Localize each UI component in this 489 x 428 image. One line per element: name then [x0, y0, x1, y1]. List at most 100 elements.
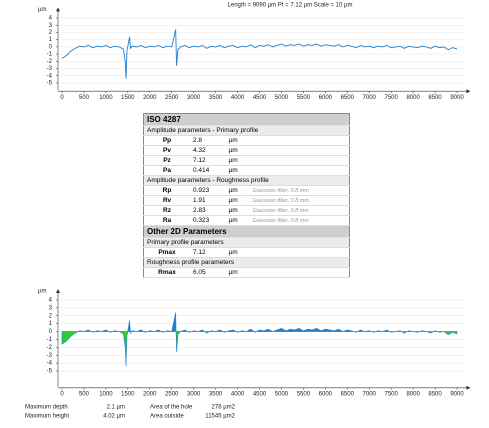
table-row: Other 2D Parameters [143, 225, 350, 238]
x-tick-label: 7000 [363, 391, 377, 397]
table-row: Amplitude parameters - Roughness profile [143, 175, 350, 186]
table-row: Pz 7.12 µm [143, 155, 350, 166]
x-tick-label: 4000 [231, 391, 245, 397]
table-cell: Pa [143, 165, 190, 176]
stat-text: Maximum height [25, 414, 69, 420]
table-row: Primary profile parameters [143, 237, 350, 248]
y-axis-arrow [56, 7, 60, 12]
x-tick-label: 4500 [253, 95, 267, 101]
profile-line [61, 29, 458, 79]
table-cell: µm [225, 267, 250, 278]
y-tick-label: 2 [49, 30, 53, 36]
table-cell: Gaussian filter, 0.8 mm [249, 195, 350, 206]
y-axis-label: µm [38, 7, 46, 13]
table-cell: µm [225, 185, 250, 196]
table-cell: 7.12 [190, 155, 226, 166]
y-tick-label: 0 [49, 329, 53, 335]
y-tick-label: -3 [47, 66, 53, 72]
x-tick-label: 1500 [121, 391, 135, 397]
table-row: Amplitude parameters - Primary profile [143, 125, 350, 136]
x-axis-arrow [466, 89, 471, 94]
y-tick-label: -5 [47, 369, 53, 375]
table-cell: Rmax [143, 267, 190, 278]
table-cell: 0.923 [190, 185, 226, 196]
x-tick-label: 9000 [450, 95, 464, 101]
stat-text: 11545 µm2 [205, 414, 235, 420]
table-cell: µm [225, 135, 250, 146]
y-tick-label: -4 [47, 361, 53, 367]
table-cell: 6.05 [190, 267, 226, 278]
table-cell: Pp [143, 135, 190, 146]
table-cell: µm [225, 247, 250, 258]
x-tick-label: 8500 [428, 95, 442, 101]
x-tick-label: 5500 [297, 95, 311, 101]
x-axis-arrow [466, 385, 471, 390]
table-cell [249, 135, 350, 146]
x-tick-label: 1000 [99, 95, 113, 101]
x-tick-label: 4500 [253, 391, 267, 397]
stat-text: Area outside [150, 414, 184, 420]
table-cell: 0.414 [190, 165, 226, 176]
table-cell [249, 145, 350, 156]
table-row: Pv 4.32 µm [143, 145, 350, 156]
chart-title: Length = 9090 µm Pt = 7.12 µm Scale = 10… [228, 3, 353, 9]
table-row: Pp 2.8 µm [143, 135, 350, 146]
stat-text: 4.02 µm [103, 414, 125, 420]
x-tick-label: 7500 [384, 95, 398, 101]
x-tick-label: 6500 [341, 95, 355, 101]
y-tick-label: -1 [47, 52, 53, 58]
stat-text: 278 µm2 [212, 405, 236, 411]
table-cell: Rv [143, 195, 190, 206]
table-cell: 0.323 [190, 215, 226, 226]
y-tick-label: -3 [47, 353, 53, 359]
x-tick-label: 5000 [275, 95, 289, 101]
table-cell: Roughness profile parameters [143, 257, 350, 268]
x-tick-label: 1500 [121, 95, 135, 101]
parameters-table: ISO 4287 Amplitude parameters - Primary … [143, 113, 350, 278]
y-tick-label: 1 [49, 321, 53, 327]
table-cell: Amplitude parameters - Roughness profile [143, 175, 350, 186]
y-axis-label: µm [38, 289, 46, 295]
x-tick-label: 2500 [165, 95, 179, 101]
table-cell [249, 267, 350, 278]
x-tick-label: 8000 [406, 391, 420, 397]
x-tick-label: 3500 [209, 391, 223, 397]
x-tick-label: 2500 [165, 391, 179, 397]
table-cell: Primary profile parameters [143, 237, 350, 248]
table-cell: µm [225, 215, 250, 226]
stat-text: Area of the hole [150, 405, 193, 411]
table-cell: Gaussian filter, 0.8 mm [249, 205, 350, 216]
table-cell: Pz [143, 155, 190, 166]
x-tick-label: 0 [60, 95, 64, 101]
stat-text: 2.1 µm [107, 405, 125, 411]
table-cell: Rp [143, 185, 190, 196]
table-cell: 4.32 [190, 145, 226, 156]
table-title: ISO 4287 [143, 113, 350, 126]
x-tick-label: 0 [60, 391, 64, 397]
table-row: Rmax 6.05 µm [143, 267, 350, 278]
stat-text: Maximum depth [25, 405, 68, 411]
table-cell: µm [225, 195, 250, 206]
table-cell: Other 2D Parameters [143, 225, 350, 238]
table-row: Roughness profile parameters [143, 257, 350, 268]
y-tick-label: -5 [47, 81, 53, 87]
table-cell: 2.8 [190, 135, 226, 146]
table-cell: µm [225, 155, 250, 166]
table-row: Ra 0.323 µm Gaussian filter, 0.8 mm [143, 215, 350, 226]
x-tick-label: 2000 [143, 95, 157, 101]
table-cell: µm [225, 205, 250, 216]
table-row: Pa 0.414 µm [143, 165, 350, 176]
x-tick-label: 500 [79, 95, 90, 101]
table-cell [249, 165, 350, 176]
table-cell: 1.91 [190, 195, 226, 206]
x-tick-label: 2000 [143, 391, 157, 397]
table-cell: Gaussian filter, 0.8 mm [249, 185, 350, 196]
y-tick-label: -1 [47, 337, 53, 343]
table-row: Rp 0.923 µm Gaussian filter, 0.8 mm [143, 185, 350, 196]
x-tick-label: 8000 [406, 95, 420, 101]
y-tick-label: 0 [49, 44, 53, 50]
table-row: Rz 2.83 µm Gaussian filter, 0.8 mm [143, 205, 350, 216]
y-tick-label: -2 [47, 345, 53, 351]
x-tick-label: 6000 [319, 95, 333, 101]
